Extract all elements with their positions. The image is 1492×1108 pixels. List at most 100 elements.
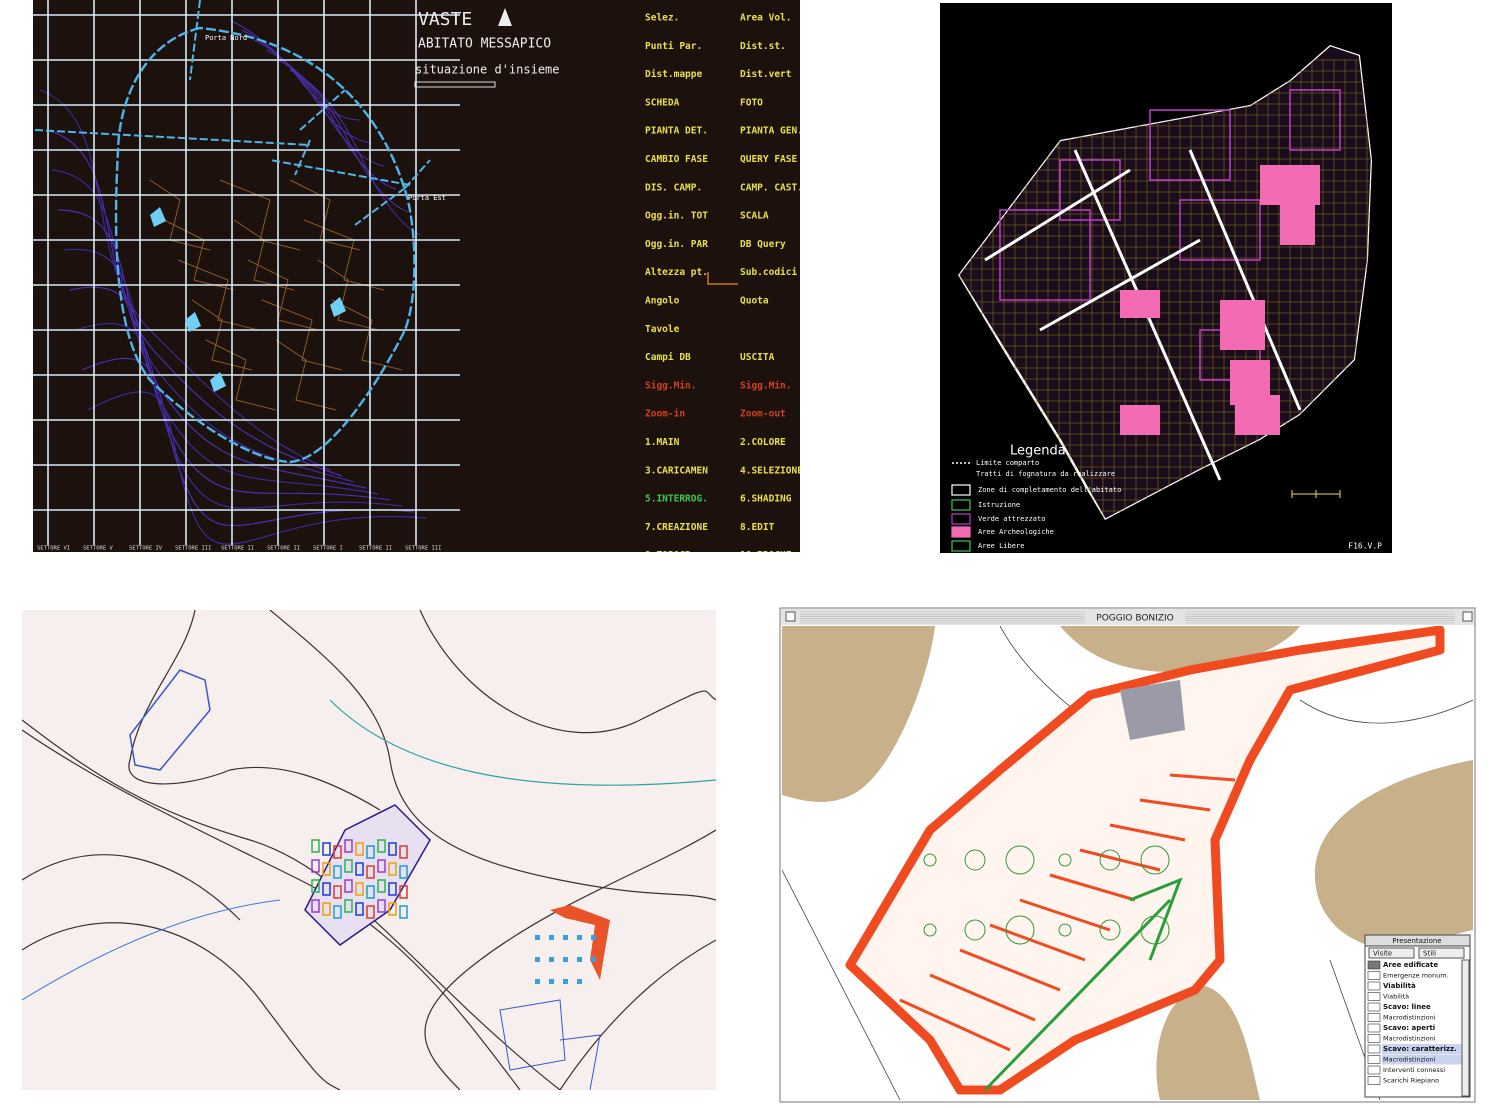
- menu-item[interactable]: 1.MAIN: [645, 437, 680, 448]
- structure: [399, 885, 408, 899]
- menu-item[interactable]: 7.CREAZIONE: [645, 522, 708, 533]
- find: [577, 957, 582, 962]
- contour: [75, 323, 403, 509]
- legend-swatch: [951, 526, 971, 538]
- menu-item[interactable]: QUERY FASE: [740, 154, 797, 165]
- palette-item[interactable]: Viabilità: [1383, 982, 1416, 990]
- palette-item[interactable]: Scarichi Riepiano: [1383, 1077, 1439, 1085]
- menu-item[interactable]: 4.SELEZIONE: [740, 465, 803, 476]
- contour: [229, 19, 361, 121]
- menu-item[interactable]: Altezza pt.: [645, 267, 708, 278]
- menu-item[interactable]: Punti Par.: [645, 41, 702, 52]
- terrain: [1156, 985, 1260, 1100]
- menu-item[interactable]: 8.EDIT: [740, 522, 775, 533]
- menu-item[interactable]: PIANTA DET.: [645, 126, 708, 137]
- title-bg: [1085, 610, 1185, 624]
- palette-menu-label[interactable]: Visite: [1373, 950, 1392, 958]
- menu-item[interactable]: CAMP. CAST.: [740, 182, 803, 193]
- menu-item[interactable]: 9.TOPOGR.: [645, 550, 696, 561]
- menu-item[interactable]: Zoom-in: [645, 409, 685, 420]
- palette-item[interactable]: Scavo: linee: [1383, 1003, 1431, 1011]
- menu-item[interactable]: 2.COLORE: [740, 437, 786, 448]
- menu-item[interactable]: USCITA: [740, 352, 775, 363]
- structure: [311, 839, 320, 853]
- palette-item[interactable]: Macrodistinzioni: [1383, 1014, 1436, 1022]
- menu-item[interactable]: Selez.: [645, 13, 679, 24]
- sector-label: SETTORE V: [83, 546, 113, 552]
- palette-item[interactable]: Emergenze monum.: [1383, 972, 1449, 980]
- palette-menu-label[interactable]: Stili: [1423, 950, 1436, 958]
- contour: [22, 854, 241, 921]
- palette-swatch: [1367, 1002, 1381, 1012]
- contour: [277, 59, 409, 213]
- menu-item[interactable]: Area Vol.: [740, 13, 791, 24]
- palette-item[interactable]: Scavo: caratterizz.: [1383, 1045, 1457, 1053]
- menu-item[interactable]: Zoom-out: [740, 409, 786, 420]
- menu-item[interactable]: Tavole: [645, 324, 680, 335]
- palette-item[interactable]: Scavo: aperti: [1383, 1024, 1435, 1032]
- menu-item[interactable]: 6.SHADING: [740, 494, 792, 505]
- find: [535, 979, 540, 984]
- structure: [377, 879, 386, 893]
- menu-item[interactable]: Dist.st.: [740, 41, 786, 52]
- palette-item[interactable]: Macrodistinzioni: [1383, 1035, 1436, 1043]
- green-line: [983, 877, 1183, 1092]
- menu-item[interactable]: Campi DB: [645, 352, 691, 363]
- zoom-box[interactable]: [1462, 611, 1473, 622]
- menu-item[interactable]: SCHEDA: [645, 97, 680, 108]
- palette-swatch: [1367, 971, 1381, 980]
- structure: [366, 845, 375, 859]
- menu-item[interactable]: Angolo: [645, 296, 680, 307]
- menu-item[interactable]: Quota: [740, 296, 769, 307]
- scale-bar: [414, 81, 496, 88]
- palette-item[interactable]: Interventi connessi: [1383, 1066, 1445, 1074]
- palette-title: Presentazione: [1392, 937, 1441, 945]
- menu-item[interactable]: 10.BROCHE: [740, 550, 792, 561]
- menu-item[interactable]: 3.CARICAMEN: [645, 465, 708, 476]
- menu-item[interactable]: Ogg.in. TOT: [645, 211, 708, 222]
- palette-item[interactable]: Aree edificate: [1383, 961, 1438, 969]
- menu-item[interactable]: 5.INTERROG.: [645, 494, 708, 505]
- street: [331, 299, 403, 371]
- legend-label: Zone di completamento dell'abitato: [978, 486, 1121, 494]
- palette-scrollbar: [1461, 959, 1470, 1097]
- road: [189, 0, 201, 81]
- street: [247, 259, 319, 331]
- structure: [377, 839, 386, 853]
- legend-title: Legenda: [1010, 444, 1066, 459]
- menu-item[interactable]: CAMBIO FASE: [645, 154, 708, 165]
- find: [563, 935, 568, 940]
- menu-item[interactable]: DIS. CAMP.: [645, 182, 702, 193]
- palette-highlight: [1382, 1044, 1462, 1054]
- menu-item[interactable]: DB Query: [740, 239, 786, 250]
- wall: [959, 948, 1061, 992]
- palette-item[interactable]: Viabilità: [1383, 993, 1409, 1001]
- menu-item[interactable]: PIANTA GEN.: [740, 126, 803, 137]
- menu-item[interactable]: Ogg.in. PAR: [645, 239, 708, 250]
- pit: [1099, 919, 1121, 941]
- feature: [330, 297, 346, 317]
- pit: [923, 923, 937, 937]
- street: [149, 179, 211, 251]
- palette-item[interactable]: Macrodistinzioni: [1383, 1056, 1436, 1064]
- structure: [366, 905, 375, 919]
- palette-menu[interactable]: [1418, 947, 1465, 959]
- structure: [355, 902, 364, 916]
- menu-item[interactable]: Sigg.Min.: [645, 380, 696, 391]
- palette-menu[interactable]: [1368, 947, 1415, 959]
- settlement: [845, 626, 1445, 1095]
- find: [563, 957, 568, 962]
- structure: [355, 842, 364, 856]
- close-box[interactable]: [785, 611, 796, 622]
- menu-item[interactable]: FOTO: [740, 97, 763, 108]
- menu-item[interactable]: Dist.vert: [740, 69, 791, 80]
- menu-item[interactable]: Dist.mappe: [645, 69, 702, 80]
- pit: [964, 919, 986, 941]
- structure: [366, 865, 375, 879]
- menu-item[interactable]: Sub.codici: [740, 267, 797, 278]
- contour: [424, 829, 716, 1090]
- menu-item[interactable]: SCALA: [740, 211, 769, 222]
- menu-item[interactable]: Sigg.Min.: [740, 380, 791, 391]
- map-label: Porta Nord: [205, 34, 247, 42]
